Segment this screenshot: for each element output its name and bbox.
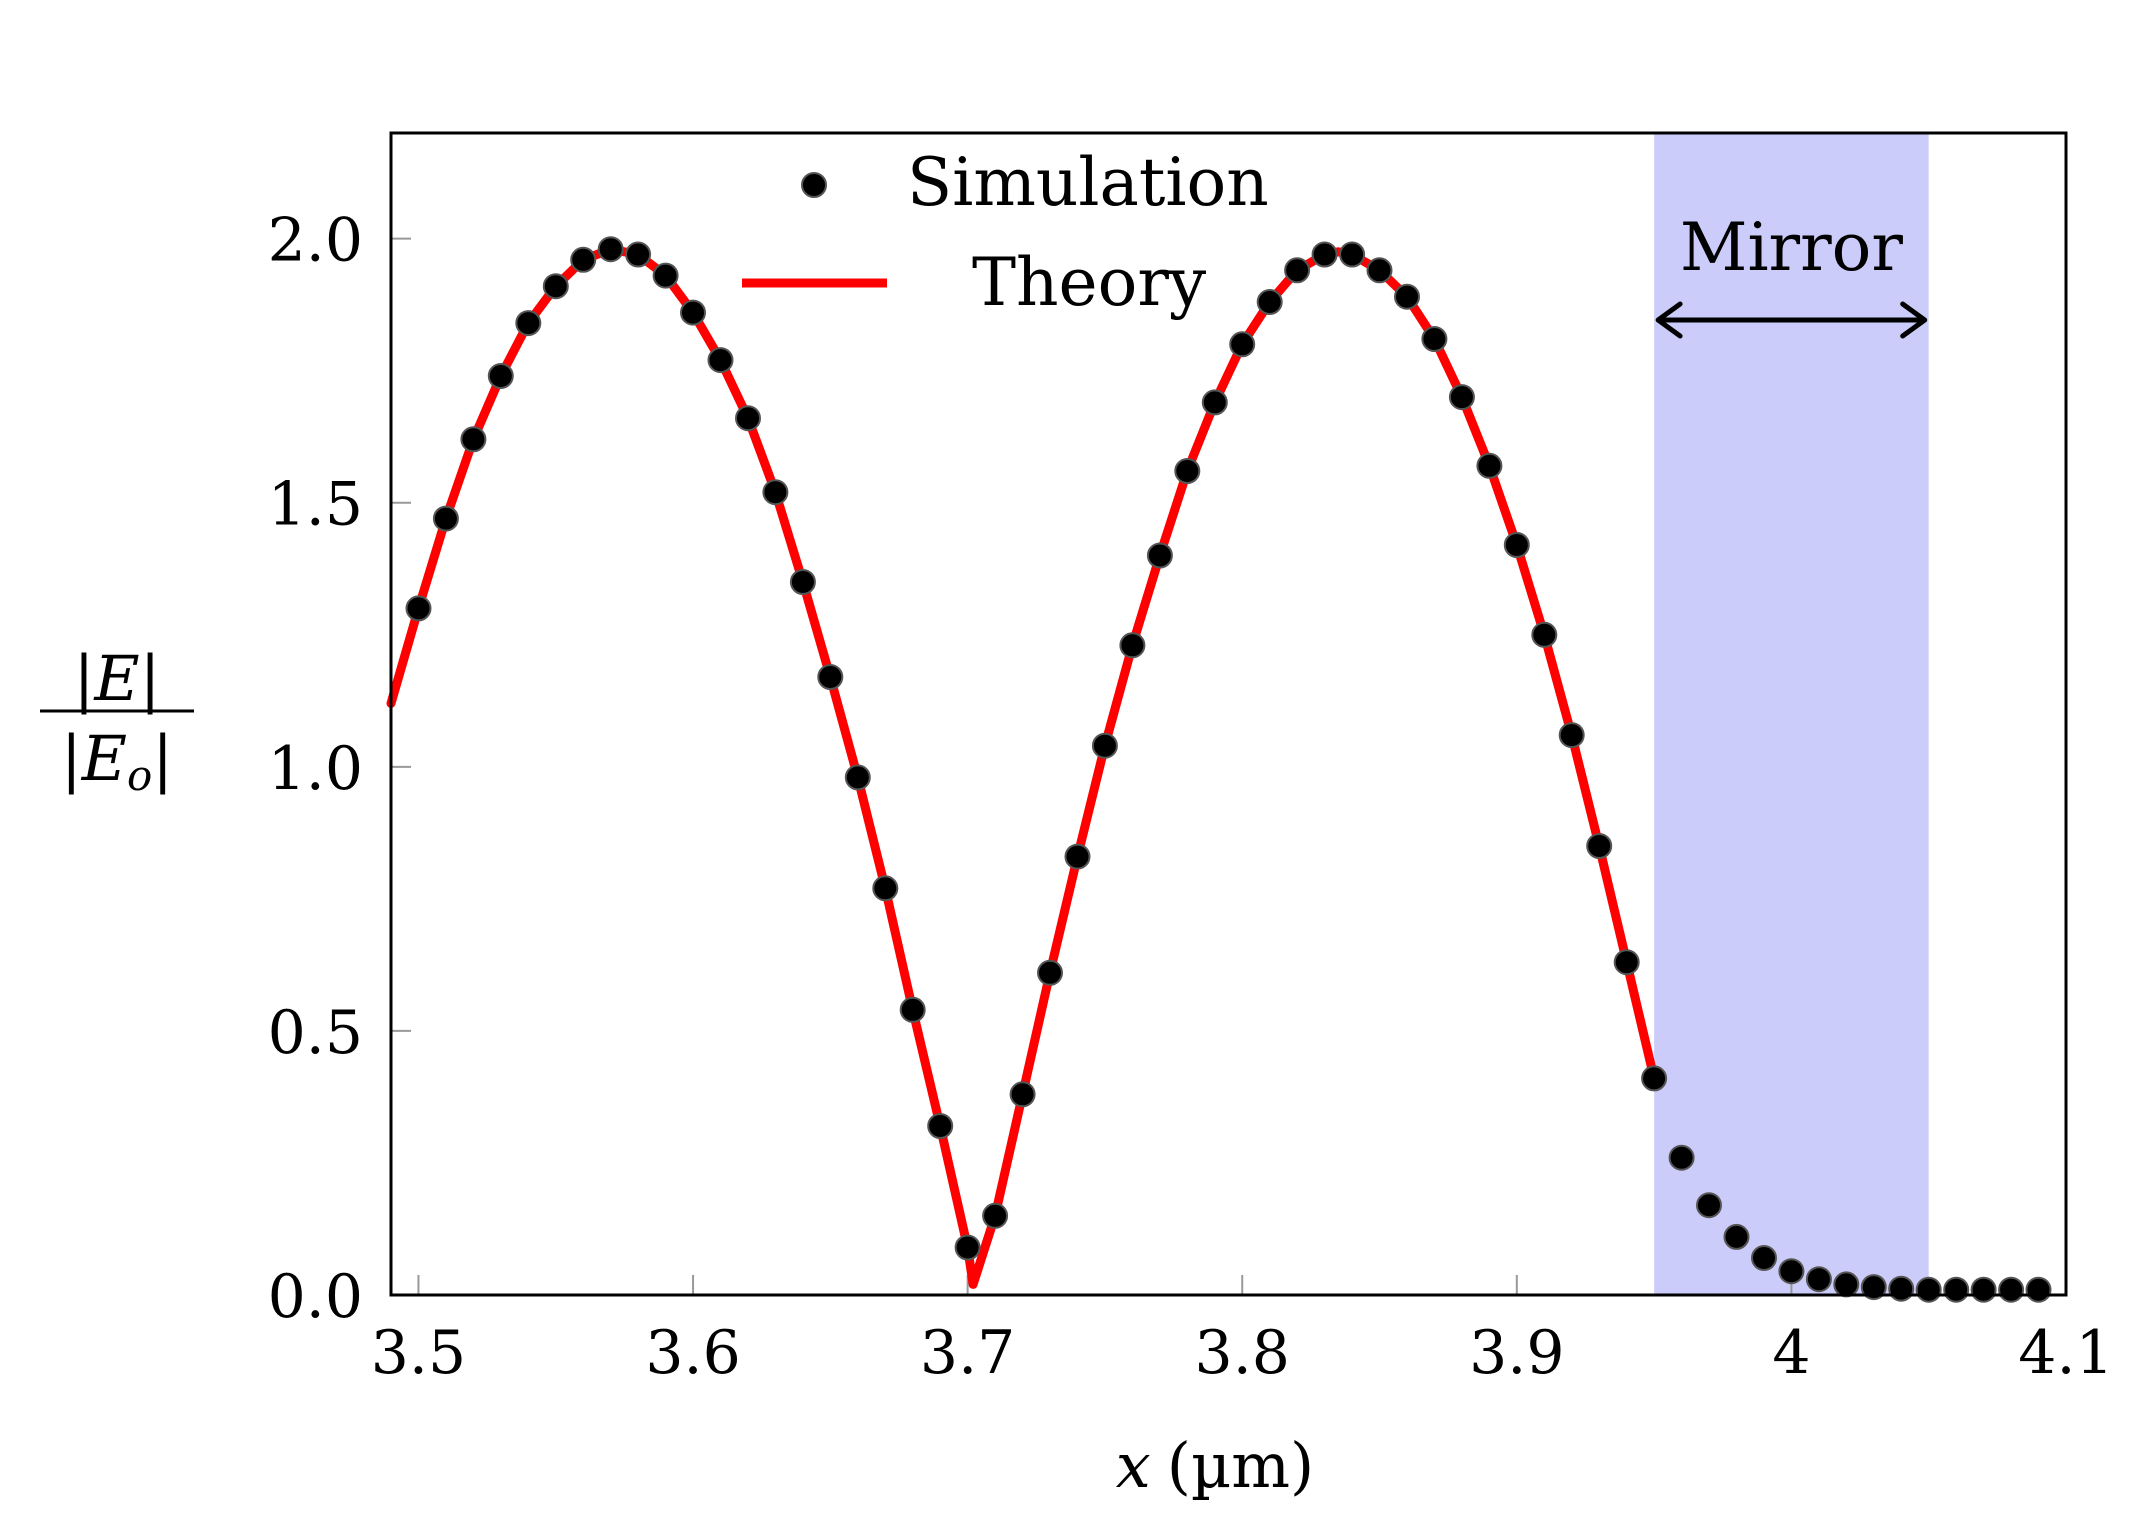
simulation-point xyxy=(1311,241,1338,268)
simulation-point xyxy=(1064,843,1091,870)
simulation-point xyxy=(762,479,789,506)
simulation-point xyxy=(1448,384,1475,411)
mirror-arrow xyxy=(1655,301,1928,339)
simulation-point xyxy=(1970,1276,1997,1303)
simulation-point xyxy=(1037,959,1063,986)
mirror-arrow-right-head xyxy=(1900,301,1928,339)
y-tick-label: 0.5 xyxy=(268,998,363,1068)
simulation-point xyxy=(1531,621,1558,648)
x-tick-label: 3.5 xyxy=(371,1318,466,1388)
y-axis-title-denominator: |Eo| xyxy=(61,722,173,800)
x-tick-label: 3.7 xyxy=(920,1318,1015,1388)
simulation-point xyxy=(817,664,844,690)
simulation-point xyxy=(405,595,432,622)
simulation-point xyxy=(1558,722,1585,749)
simulation-point xyxy=(542,273,569,300)
simulation-point xyxy=(1174,458,1201,484)
y-axis-ticks: 0.0 0.5 1.0 1.5 2.0 xyxy=(268,206,411,1332)
simulation-point xyxy=(844,764,871,791)
simulation-point xyxy=(1888,1275,1915,1302)
simulation-point xyxy=(954,1234,981,1261)
simulation-point xyxy=(1833,1271,1860,1298)
x-axis-ticks: 3.5 3.6 3.7 3.8 3.9 4 4.1 xyxy=(371,1275,2114,1388)
simulation-point xyxy=(1943,1276,1970,1303)
mirror-label: Mirror xyxy=(1680,209,1904,286)
simulation-point xyxy=(1091,732,1118,759)
plot-frame xyxy=(389,131,2068,1297)
simulation-point xyxy=(1641,1065,1668,1092)
simulation-point xyxy=(707,347,734,374)
simulation-point xyxy=(1366,257,1393,284)
simulation-point xyxy=(1751,1245,1777,1271)
simulation-point xyxy=(1119,632,1146,659)
y-tick-label: 0.0 xyxy=(268,1262,363,1332)
simulation-point xyxy=(1256,289,1283,315)
x-tick-label: 4 xyxy=(1772,1318,1810,1388)
simulation-point xyxy=(652,262,679,289)
y-tick-label: 1.5 xyxy=(268,470,363,540)
legend-simulation-label: Simulation xyxy=(907,144,1269,221)
simulation-point xyxy=(1613,949,1640,976)
simulation-point xyxy=(432,505,459,532)
simulation-point xyxy=(1586,833,1613,859)
simulation-point xyxy=(1394,283,1420,310)
simulation-point xyxy=(1696,1192,1722,1219)
simulation-point xyxy=(1421,326,1448,352)
simulation-point xyxy=(1668,1144,1695,1171)
simulation-point xyxy=(487,363,514,389)
x-tick-label: 3.8 xyxy=(1195,1318,1290,1388)
x-tick-label: 3.6 xyxy=(645,1318,740,1388)
simulation-point xyxy=(982,1202,1009,1229)
legend-simulation-marker xyxy=(801,172,827,198)
simulation-point xyxy=(1778,1258,1805,1285)
simulation-point xyxy=(1284,257,1311,284)
simulation-point xyxy=(1476,452,1503,479)
simulation-point xyxy=(1201,389,1228,416)
y-tick-label: 2.0 xyxy=(268,206,363,276)
legend: Simulation Theory xyxy=(742,144,1269,321)
legend-theory-label: Theory xyxy=(972,244,1207,321)
simulation-point xyxy=(597,236,624,263)
y-axis-title: |E| |Eo| xyxy=(40,642,194,800)
simulation-point xyxy=(1860,1274,1887,1301)
simulation-point xyxy=(1805,1266,1832,1293)
simulation-point xyxy=(625,241,652,268)
simulation-point xyxy=(872,875,899,902)
y-tick-label: 1.0 xyxy=(268,734,363,804)
simulation-point xyxy=(2025,1276,2052,1303)
simulation-point xyxy=(1723,1223,1750,1250)
simulation-point xyxy=(1339,241,1366,268)
simulation-point xyxy=(460,426,487,453)
simulation-point xyxy=(1146,542,1173,569)
x-tick-label: 3.9 xyxy=(1469,1318,1564,1388)
simulation-point xyxy=(735,405,761,432)
simulation-point xyxy=(680,299,706,326)
mirror-region xyxy=(1654,133,1929,1295)
simulation-point xyxy=(1998,1276,2025,1303)
x-axis-title: x (µm) xyxy=(1116,1429,1314,1502)
mirror-arrow-left-head xyxy=(1655,301,1683,339)
x-tick-label: 4.1 xyxy=(2018,1318,2113,1388)
legend-simulation-dot xyxy=(801,172,827,198)
simulation-point xyxy=(570,246,597,273)
simulation-point xyxy=(1009,1081,1036,1108)
simulation-point xyxy=(789,569,816,595)
simulation-point xyxy=(927,1113,954,1139)
simulation-point xyxy=(899,996,926,1023)
simulation-points xyxy=(405,236,2052,1303)
simulation-point xyxy=(515,310,542,337)
simulation-point xyxy=(1915,1276,1942,1303)
simulation-point xyxy=(1229,331,1256,358)
simulation-point xyxy=(1503,532,1530,558)
y-axis-title-numerator: |E| xyxy=(73,642,160,715)
